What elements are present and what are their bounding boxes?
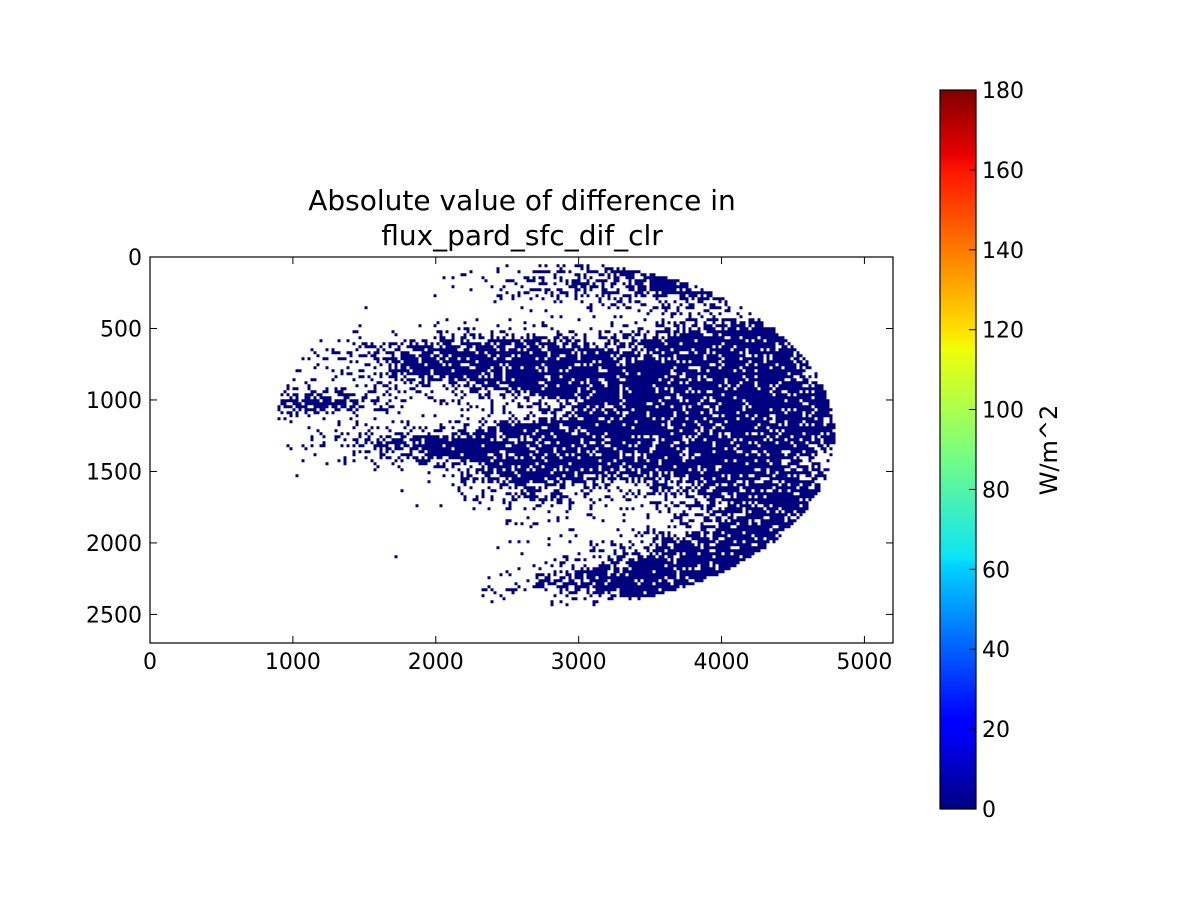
x-tick-label: 4000 [694,650,750,675]
chart-title-line2: flux_pard_sfc_dif_clr [381,219,663,252]
y-tick-label: 0 [128,246,142,271]
x-tick-label: 5000 [836,650,892,675]
x-tick-label: 3000 [551,650,607,675]
colorbar-tick-label: 160 [982,159,1024,184]
plot-frame [149,256,894,644]
colorbar-tick-label: 0 [982,798,996,823]
y-tick-label: 2000 [86,532,142,557]
heatmap-image [277,264,836,607]
y-axis: 0 500 1000 1500 2000 2500 [86,246,893,628]
x-tick-label: 1000 [265,650,321,675]
colorbar-tick-label: 60 [982,558,1010,583]
chart-title-line1: Absolute value of difference in [308,184,736,217]
heatmap-pixels [277,264,836,607]
colorbar-tick-label: 120 [982,319,1024,344]
colorbar [939,89,977,810]
y-tick-label: 1500 [86,460,142,485]
x-tick-label: 2000 [408,650,464,675]
colorbar-tick-label: 100 [982,399,1024,424]
colorbar-tick-label: 180 [982,79,1024,104]
colorbar-label: W/m^2 [1035,405,1063,496]
colorbar-tick-label: 40 [982,638,1010,663]
colorbar-tick-label: 80 [982,478,1010,503]
colorbar-tick-label: 140 [982,239,1024,264]
y-tick-label: 1000 [86,389,142,414]
y-tick-label: 2500 [86,603,142,628]
x-tick-label: 0 [143,650,157,675]
colorbar-ticks: 0 20 40 60 80 100 120 140 160 180 [969,79,1024,823]
colorbar-tick-label: 20 [982,718,1010,743]
y-tick-label: 500 [100,317,142,342]
x-axis: 0 1000 2000 3000 4000 5000 [143,257,892,675]
